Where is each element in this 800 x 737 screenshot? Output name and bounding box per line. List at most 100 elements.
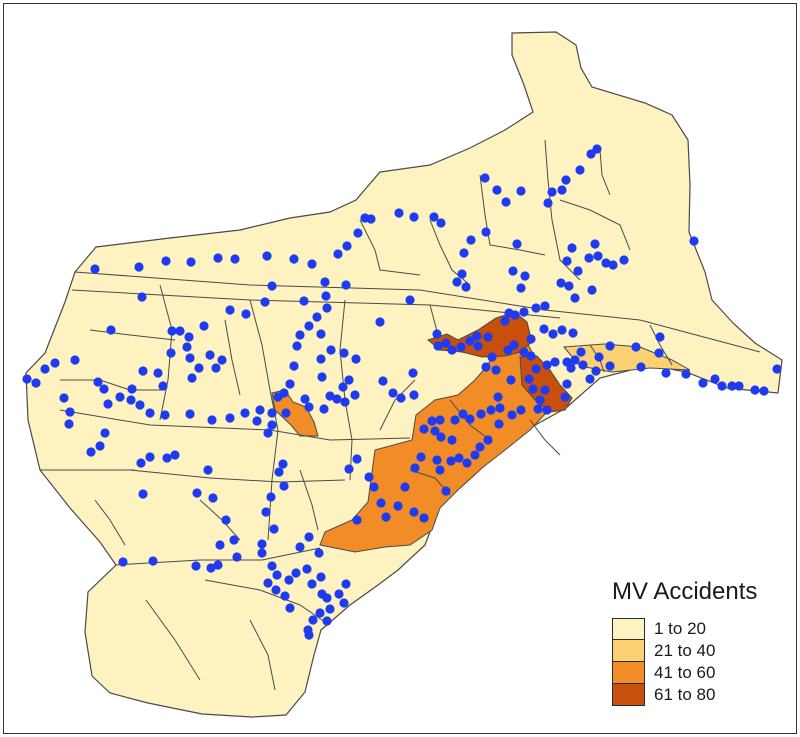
accident-point xyxy=(475,442,485,452)
accident-point xyxy=(689,236,699,246)
accident-point xyxy=(409,390,419,400)
accident-point xyxy=(90,264,100,274)
accident-point xyxy=(495,403,505,413)
accident-point xyxy=(483,435,493,445)
accident-point xyxy=(225,413,235,423)
accident-point xyxy=(208,493,218,503)
accident-point xyxy=(381,512,391,522)
accident-point xyxy=(409,507,419,517)
study-area-polygon xyxy=(25,31,783,718)
accident-point xyxy=(175,326,185,336)
accident-point xyxy=(186,257,196,267)
accident-point xyxy=(446,456,456,466)
accident-point xyxy=(274,467,284,477)
accident-point xyxy=(326,345,336,355)
accident-point xyxy=(170,450,180,460)
accident-point xyxy=(516,186,526,196)
accident-point xyxy=(93,377,103,387)
accident-point xyxy=(450,415,460,425)
accident-point xyxy=(547,187,557,197)
accident-point xyxy=(319,404,329,414)
accident-point xyxy=(160,410,170,420)
accident-point xyxy=(507,410,517,420)
accident-point xyxy=(317,372,327,382)
accident-point xyxy=(31,378,41,388)
accident-point xyxy=(512,239,522,249)
accident-point xyxy=(304,321,314,331)
accident-point xyxy=(594,352,604,362)
accident-point xyxy=(341,280,351,290)
accident-point xyxy=(207,415,217,425)
accident-point xyxy=(436,432,446,442)
accident-point xyxy=(655,332,665,342)
accident-point xyxy=(591,366,601,376)
accident-point xyxy=(487,352,497,362)
accident-point xyxy=(501,197,511,207)
accident-point xyxy=(162,453,172,463)
accident-point xyxy=(405,295,415,305)
accident-point xyxy=(350,390,360,400)
accident-point xyxy=(315,608,325,618)
accident-point xyxy=(321,291,331,301)
accident-point xyxy=(127,384,137,394)
accident-point xyxy=(483,332,493,342)
accident-point xyxy=(272,570,282,580)
accident-point xyxy=(500,316,510,326)
accident-point xyxy=(333,249,343,259)
accident-point xyxy=(106,325,116,335)
accident-point xyxy=(542,405,552,415)
accident-point xyxy=(419,513,429,523)
accident-point xyxy=(266,492,276,502)
accident-point xyxy=(103,399,113,409)
accident-point xyxy=(115,392,125,402)
accident-point xyxy=(211,363,221,373)
accident-point xyxy=(409,212,419,222)
accident-point xyxy=(338,382,348,392)
accident-point xyxy=(564,281,574,291)
accident-point xyxy=(295,330,305,340)
accident-point xyxy=(585,374,595,384)
accident-point xyxy=(465,414,475,424)
accident-point xyxy=(145,452,155,462)
accident-point xyxy=(252,416,262,426)
accident-point xyxy=(289,254,299,264)
accident-point xyxy=(586,149,596,159)
accident-point xyxy=(492,185,502,195)
accident-point xyxy=(576,347,586,357)
legend-swatch xyxy=(612,662,645,684)
accident-point xyxy=(285,379,295,389)
accident-point xyxy=(493,392,503,402)
accident-point xyxy=(560,392,570,402)
accident-point xyxy=(480,173,490,183)
accident-point xyxy=(378,376,388,386)
accident-point xyxy=(22,374,32,384)
accident-point xyxy=(466,235,476,245)
accident-point xyxy=(191,561,201,571)
accident-point xyxy=(340,397,350,407)
accident-point xyxy=(95,441,105,451)
accident-point xyxy=(727,381,737,391)
accident-point xyxy=(710,374,720,384)
accident-point xyxy=(759,386,769,396)
accident-point xyxy=(472,331,482,341)
accident-point xyxy=(281,408,291,418)
accident-point xyxy=(436,218,446,228)
accident-point xyxy=(260,297,270,307)
accident-point xyxy=(526,334,536,344)
accident-point xyxy=(307,579,317,589)
accident-point xyxy=(304,630,314,640)
accident-point xyxy=(118,557,128,567)
accident-point xyxy=(316,329,326,339)
accident-point xyxy=(138,489,148,499)
accident-point xyxy=(137,292,147,302)
accident-point xyxy=(230,254,240,264)
accident-point xyxy=(550,357,560,367)
accident-point xyxy=(203,465,213,475)
accident-point xyxy=(322,303,332,313)
accident-point xyxy=(126,395,136,405)
accident-point xyxy=(419,424,429,434)
accident-point xyxy=(99,384,109,394)
accident-point xyxy=(166,348,176,358)
accident-points xyxy=(22,144,782,640)
accident-point xyxy=(441,338,451,348)
